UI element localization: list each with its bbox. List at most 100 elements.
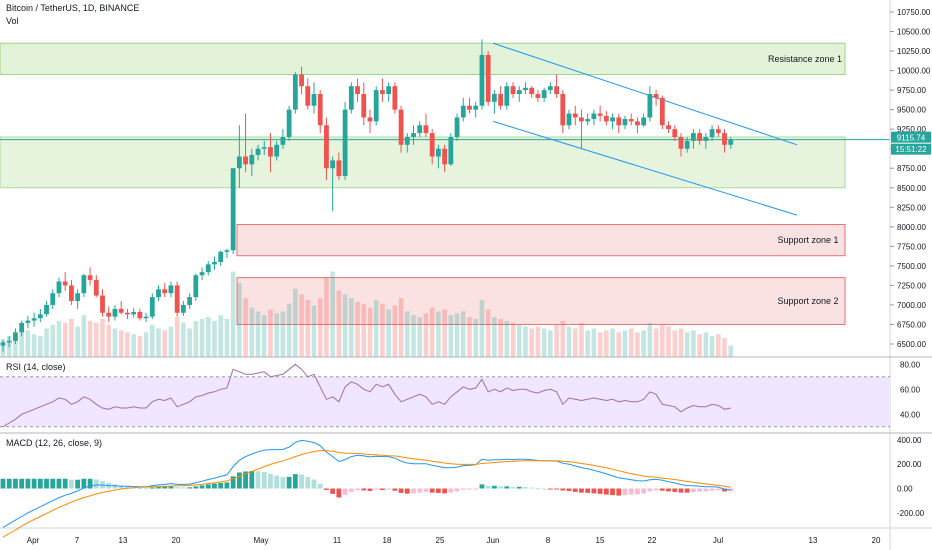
price-axis[interactable]: 10750.00 10500.00 10250.00 10000.00 9750.00 9… [889, 0, 931, 550]
price-tick-label: 8250.00 [897, 203, 926, 212]
macd-histogram-bar [193, 486, 199, 489]
macd-histogram-bar [436, 488, 441, 493]
candle-body [591, 113, 597, 120]
candle-body [280, 136, 286, 145]
time-tick-label: 20 [172, 536, 181, 545]
macd-histogram-bar [442, 488, 448, 494]
volume-bar [218, 315, 223, 357]
candle-body [156, 289, 161, 298]
volume-bar [106, 324, 112, 357]
candle-body [212, 261, 217, 265]
volume-bars [0, 271, 734, 357]
candle-body [100, 295, 105, 313]
time-axis[interactable]: Apr 7 13 20 May 11 18 25 Jun 8 15 22 Jul 13 20 [27, 536, 881, 545]
macd-histogram-bar [292, 474, 298, 489]
candle-body [180, 304, 186, 313]
channel-upper-line[interactable] [493, 42, 798, 146]
price-tick-label: 10250.00 [897, 47, 931, 56]
macd-histogram-bar [709, 488, 715, 491]
candles [0, 39, 734, 352]
volume-bar [355, 301, 360, 357]
time-tick-label: 15 [596, 536, 605, 545]
time-tick-label: 22 [648, 536, 657, 545]
candle-body [361, 94, 367, 118]
volume-bar [572, 328, 578, 357]
candle-body [137, 311, 143, 319]
macd-signal-line [2, 450, 731, 538]
rsi-pane: 80.00 60.00 40.00 [0, 360, 921, 428]
descending-channel[interactable] [493, 42, 798, 216]
macd-histogram-bar [541, 488, 547, 490]
macd-histogram-bar [516, 486, 522, 489]
volume-bar [510, 322, 516, 357]
candle-body [37, 314, 43, 319]
macd-histogram-bar [579, 488, 584, 493]
volume-bar [516, 324, 522, 357]
candle-body [479, 54, 485, 106]
macd-histogram-bar [386, 488, 392, 490]
volume-bar [591, 328, 597, 357]
macd-histogram-bar [728, 488, 734, 492]
candle-body [715, 129, 721, 134]
volume-label: Vol [6, 16, 19, 26]
macd-histogram-bar [81, 478, 87, 489]
candle-body [125, 312, 130, 315]
volume-bar [94, 322, 99, 357]
candle-body [672, 129, 678, 137]
macd-histogram-bar [230, 476, 236, 489]
macd-histogram-bar [112, 484, 118, 489]
volume-bar [324, 277, 329, 357]
candle-body [684, 140, 690, 149]
volume-bar [367, 307, 373, 357]
macd-histogram-bar [261, 471, 267, 489]
candle-body [417, 125, 423, 134]
price-tick-label: 7000.00 [897, 301, 926, 310]
volume-bar [317, 298, 323, 357]
volume-bar [249, 307, 255, 357]
volume-bar [479, 300, 485, 357]
volume-bar [274, 313, 279, 357]
price-tick-label: 8000.00 [897, 223, 926, 232]
macd-histogram-bar [628, 488, 634, 495]
chart-title: Bitcoin / TetherUS, 1D, BINANCE [6, 3, 140, 13]
candle-body [579, 117, 584, 122]
candle-body [193, 275, 199, 298]
volume-bar [454, 313, 460, 357]
volume-bar [473, 319, 479, 357]
support-zone-1-label: Support zone 1 [777, 235, 838, 245]
macd-histogram-bar [93, 479, 99, 489]
candle-body [691, 133, 696, 141]
candle-body [572, 113, 578, 118]
candle-body [236, 156, 242, 169]
volume-bar [411, 315, 416, 357]
candle-body [342, 109, 348, 177]
candle-body [554, 86, 559, 95]
macd-tick-label: 200.00 [897, 460, 922, 469]
macd-histogram-bar [591, 488, 597, 494]
candle-body [168, 285, 174, 294]
rsi-band [0, 376, 890, 427]
volume-bar [75, 326, 80, 357]
candle-body [603, 115, 609, 122]
candle-body [373, 90, 379, 122]
macd-histogram-bar [454, 488, 460, 492]
consolidation-zone [0, 136, 846, 189]
channel-lower-line[interactable] [493, 120, 798, 216]
candle-body [404, 136, 410, 145]
macd-histogram-bar [56, 478, 62, 489]
volume-bar [548, 330, 553, 357]
macd-label: MACD (12, 26, close, 9) [6, 438, 103, 448]
macd-histogram-bar [324, 488, 329, 490]
macd-histogram-bar [423, 488, 429, 492]
candle-body [268, 147, 273, 157]
macd-histogram-bar [678, 488, 684, 493]
volume-bar [255, 311, 261, 357]
macd-histogram-bar [13, 478, 18, 489]
candle-body [722, 133, 727, 145]
support-zone-1 [236, 223, 846, 257]
candle-body [50, 293, 56, 305]
last-price-text: 9115.74 [897, 134, 926, 143]
macd-tick-label: 0.00 [897, 485, 913, 494]
macd-histogram-bar [479, 484, 485, 489]
